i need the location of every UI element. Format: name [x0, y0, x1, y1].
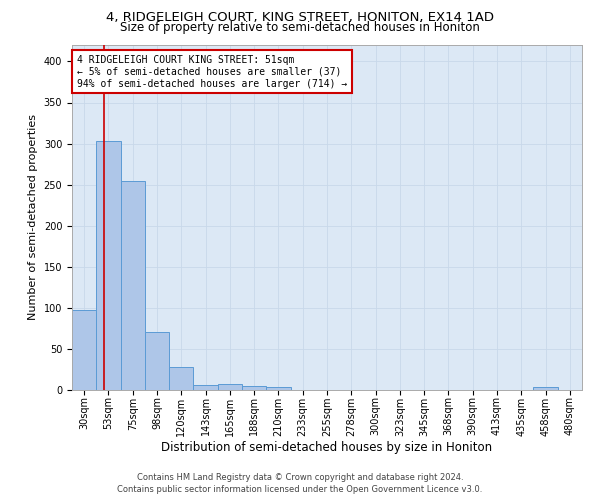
- Bar: [169, 367, 193, 390]
- Bar: [145, 332, 169, 390]
- Bar: [193, 385, 218, 390]
- Text: 4 RIDGELEIGH COURT KING STREET: 51sqm
← 5% of semi-detached houses are smaller (: 4 RIDGELEIGH COURT KING STREET: 51sqm ← …: [77, 56, 347, 88]
- X-axis label: Distribution of semi-detached houses by size in Honiton: Distribution of semi-detached houses by …: [161, 442, 493, 454]
- Y-axis label: Number of semi-detached properties: Number of semi-detached properties: [28, 114, 38, 320]
- Text: 4, RIDGELEIGH COURT, KING STREET, HONITON, EX14 1AD: 4, RIDGELEIGH COURT, KING STREET, HONITO…: [106, 12, 494, 24]
- Bar: [121, 180, 145, 390]
- Bar: [218, 384, 242, 390]
- Bar: [242, 386, 266, 390]
- Text: Contains HM Land Registry data © Crown copyright and database right 2024.
Contai: Contains HM Land Registry data © Crown c…: [118, 472, 482, 494]
- Bar: [96, 141, 121, 390]
- Bar: [72, 310, 96, 390]
- Text: Size of property relative to semi-detached houses in Honiton: Size of property relative to semi-detach…: [120, 22, 480, 35]
- Bar: [266, 386, 290, 390]
- Bar: [533, 386, 558, 390]
